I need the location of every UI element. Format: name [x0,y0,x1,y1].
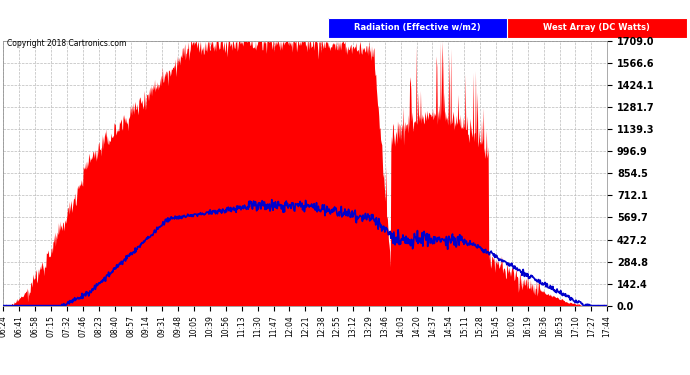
Text: West Array (DC Watts): West Array (DC Watts) [544,24,650,33]
Text: Radiation (Effective w/m2): Radiation (Effective w/m2) [354,24,481,33]
Text: Copyright 2018 Cartronics.com: Copyright 2018 Cartronics.com [7,39,126,48]
Text: West Array Power & Effective Solar Radiation Fri Mar 2 17:45: West Array Power & Effective Solar Radia… [92,3,598,18]
